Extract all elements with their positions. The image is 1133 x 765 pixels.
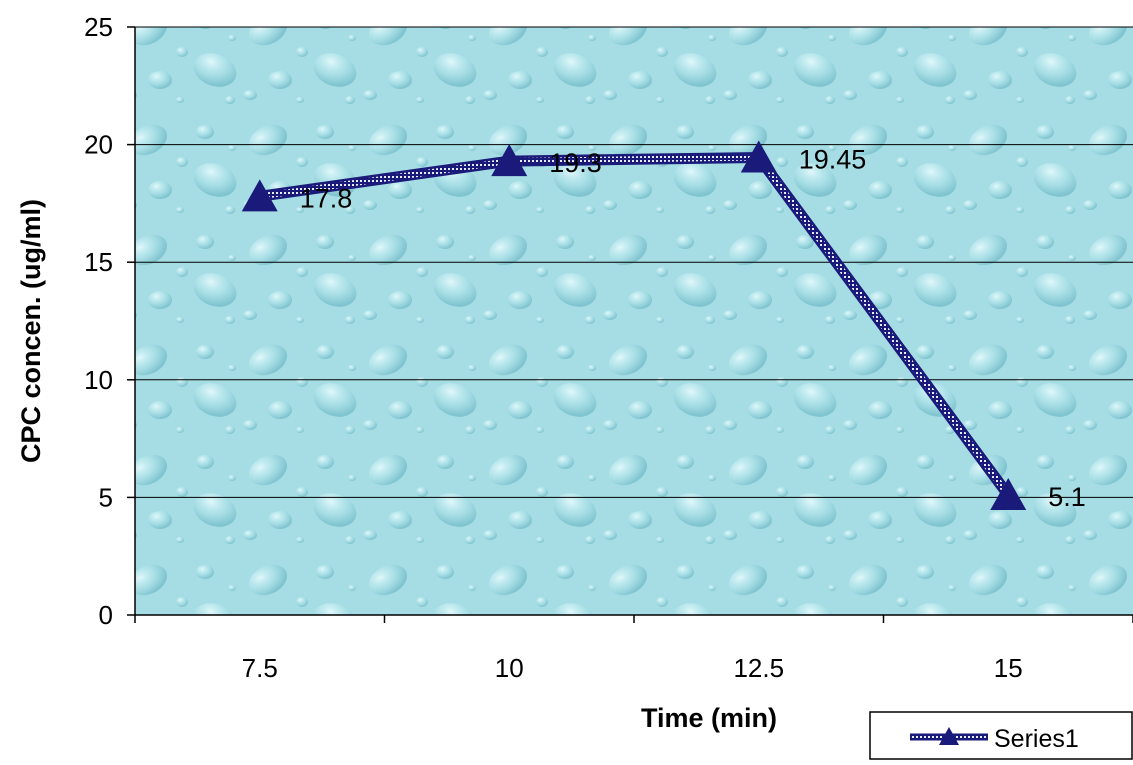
data-label: 17.8 bbox=[300, 183, 353, 213]
legend-label: Series1 bbox=[994, 725, 1079, 753]
plot-area bbox=[135, 27, 1133, 615]
data-point-marker bbox=[241, 179, 278, 212]
data-point-marker bbox=[990, 478, 1027, 511]
legend-marker bbox=[939, 727, 959, 745]
y-tick-label: 5 bbox=[99, 482, 113, 512]
y-tick-label: 0 bbox=[99, 600, 113, 630]
x-tick-label: 10 bbox=[495, 653, 524, 683]
x-tick-label: 12.5 bbox=[733, 653, 784, 683]
x-tick-label: 15 bbox=[994, 653, 1023, 683]
series-line-texture bbox=[259, 154, 1011, 497]
data-point-marker bbox=[740, 140, 777, 173]
y-tick-label: 25 bbox=[84, 12, 113, 42]
x-axis-title: Time (min) bbox=[641, 703, 777, 733]
y-tick-label: 10 bbox=[84, 365, 113, 395]
data-label: 5.1 bbox=[1048, 482, 1086, 512]
y-tick-label: 20 bbox=[84, 130, 113, 160]
y-tick-label: 15 bbox=[84, 247, 113, 277]
data-point-marker bbox=[491, 144, 528, 177]
x-tick-label: 7.5 bbox=[242, 653, 278, 683]
data-label: 19.45 bbox=[799, 145, 867, 175]
y-axis-title: CPC concen. (ug/ml) bbox=[16, 199, 46, 463]
data-label: 19.3 bbox=[549, 148, 602, 178]
